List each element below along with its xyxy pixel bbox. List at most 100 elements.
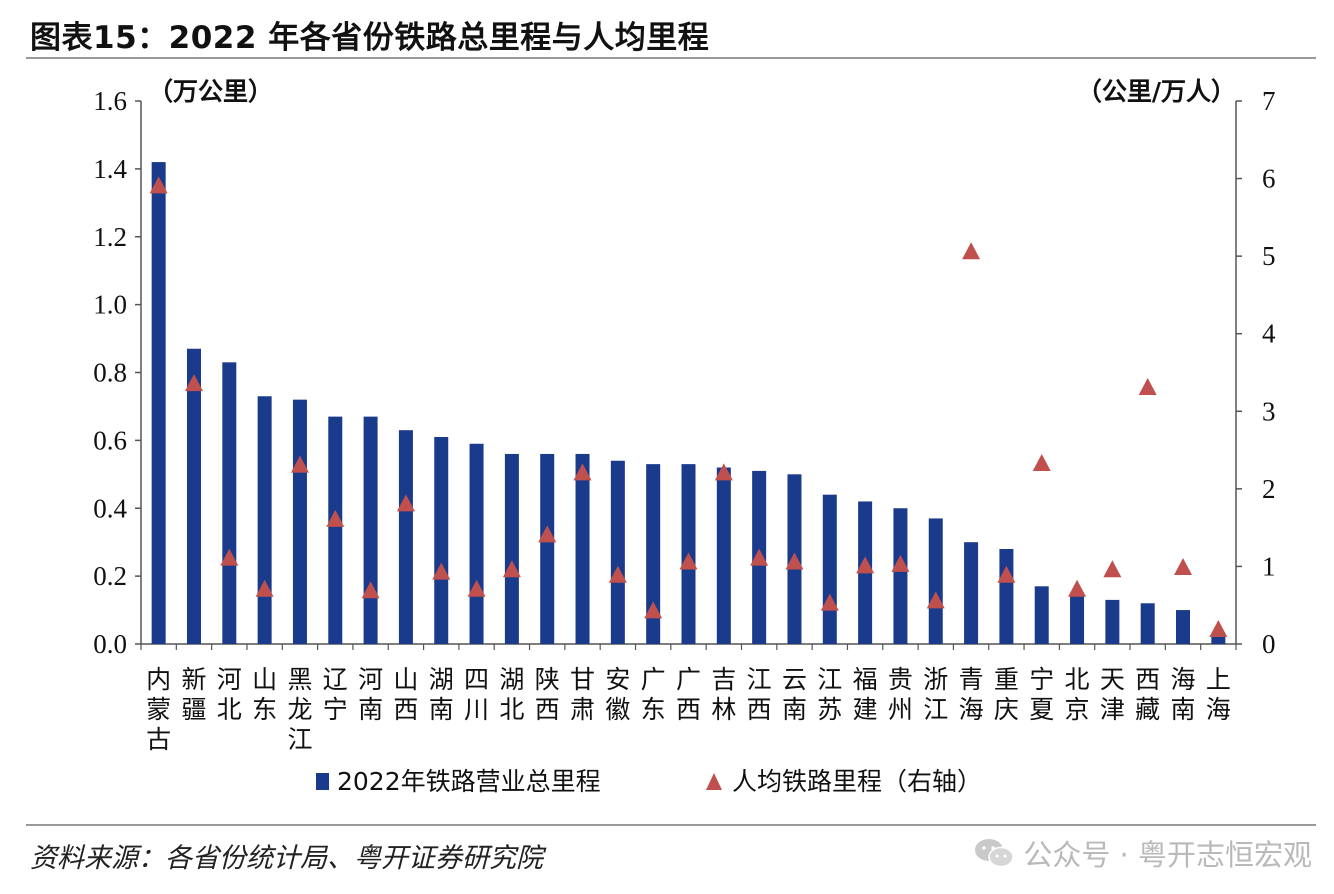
per-capita-marker (1068, 579, 1087, 597)
per-capita-marker (1209, 620, 1228, 638)
per-capita-marker (149, 176, 168, 194)
bar (716, 467, 731, 644)
bar (1070, 596, 1085, 644)
category-label: 山东 (252, 665, 277, 724)
bar (328, 416, 343, 644)
category-label: 广东 (641, 665, 666, 724)
category-label: 江苏 (817, 665, 842, 724)
source-note: 资料来源：各省份统计局、粤开证券研究院 (30, 843, 543, 874)
bar (928, 518, 943, 644)
per-capita-marker (820, 593, 839, 611)
legend-bar-label: 2022年铁路营业总里程 (337, 767, 601, 796)
right-tick-label: 0 (1262, 629, 1276, 659)
markers-layer (149, 176, 1228, 638)
left-axis-unit: （万公里） (148, 77, 273, 106)
bar (186, 348, 201, 644)
watermark: 公众号 · 粤开志恒宏观 (973, 832, 1312, 874)
category-label: 河北 (217, 665, 242, 724)
category-label: 山西 (393, 665, 418, 724)
category-label: 甘肃 (570, 665, 595, 724)
left-tick-label: 1.6 (93, 86, 127, 116)
title-divider (26, 57, 1316, 59)
bar (1140, 603, 1155, 644)
bar (434, 436, 449, 644)
category-label: 北京 (1065, 665, 1090, 724)
category-label: 黑龙江 (287, 665, 312, 754)
per-capita-marker (962, 242, 981, 260)
chart: 0.0 0.2 0.4 0.6 0.8 1.0 1.2 1.4 1.6 0 1 2 3 4 5 6 7 内蒙古新疆… (93, 77, 1276, 796)
footer-divider (26, 824, 1316, 826)
category-label: 宁夏 (1029, 665, 1054, 724)
bar (1105, 599, 1120, 644)
per-capita-marker (997, 565, 1016, 583)
bar (504, 453, 519, 644)
legend-marker-label: 人均铁路里程（右轴） (732, 767, 982, 796)
left-tick-label: 0.8 (93, 358, 127, 388)
per-capita-marker (644, 601, 663, 619)
wechat-icon (975, 839, 1015, 868)
bar (222, 362, 237, 644)
left-tick-label: 0.0 (93, 629, 127, 659)
category-label: 陕西 (535, 665, 560, 724)
bar (999, 548, 1014, 644)
right-tick-label: 6 (1262, 164, 1276, 194)
per-capita-marker (1138, 378, 1157, 396)
bar (1211, 633, 1226, 644)
per-capita-marker (255, 579, 274, 597)
per-capita-marker (220, 548, 239, 566)
category-label: 湖北 (499, 665, 524, 724)
left-tick-label: 1.4 (93, 154, 127, 184)
per-capita-marker (467, 579, 486, 597)
per-capita-marker (1174, 557, 1193, 575)
watermark-text: 公众号 · 粤开志恒宏观 (1023, 838, 1312, 872)
category-label: 吉林 (711, 665, 736, 724)
bar (469, 443, 484, 644)
per-capita-marker (1103, 560, 1122, 578)
per-capita-marker (891, 554, 910, 572)
per-capita-marker (785, 552, 804, 570)
per-capita-marker (750, 548, 769, 566)
bar (540, 453, 555, 644)
left-tick-label: 0.4 (93, 493, 127, 523)
category-label: 湖南 (429, 665, 454, 724)
bar (964, 542, 979, 644)
category-label: 贵州 (888, 665, 913, 724)
bar (893, 508, 908, 644)
bars-layer (151, 162, 1226, 644)
right-tick-label: 4 (1262, 319, 1276, 349)
category-label: 重庆 (994, 665, 1019, 724)
category-label: 广西 (676, 665, 701, 724)
bar (151, 162, 166, 644)
per-capita-marker (573, 463, 592, 481)
category-label: 云南 (782, 665, 807, 724)
per-capita-marker (396, 494, 415, 512)
per-capita-marker (290, 455, 309, 473)
category-label: 福建 (853, 665, 878, 724)
per-capita-marker (361, 581, 380, 599)
per-capita-marker (714, 463, 733, 481)
category-label: 浙江 (923, 665, 948, 724)
per-capita-marker (1032, 454, 1051, 472)
legend-triangle-icon (706, 773, 722, 790)
bar (610, 460, 625, 644)
category-label: 内蒙古 (146, 665, 171, 754)
bar (646, 464, 661, 644)
category-label: 安徽 (605, 665, 630, 724)
figure-title: 图表15：2022 年各省份铁路总里程与人均里程 (30, 20, 710, 56)
bar (398, 430, 413, 644)
legend-bar-swatch (316, 773, 329, 790)
bar (1034, 586, 1049, 644)
category-label: 上海 (1206, 665, 1231, 724)
category-label: 河南 (358, 665, 383, 724)
right-tick-label: 1 (1262, 551, 1276, 581)
category-label: 海南 (1171, 665, 1196, 724)
left-tick-label: 0.6 (93, 425, 127, 455)
labels-layer: 0.0 0.2 0.4 0.6 0.8 1.0 1.2 1.4 1.6 0 1 2 3 4 5 6 7 内蒙古新疆… (93, 86, 1276, 754)
per-capita-marker (926, 591, 945, 609)
bar (575, 453, 590, 644)
left-tick-label: 1.2 (93, 222, 127, 252)
per-capita-marker (502, 560, 521, 578)
category-label: 青海 (959, 665, 984, 724)
bar (257, 396, 272, 644)
bar (363, 416, 378, 644)
